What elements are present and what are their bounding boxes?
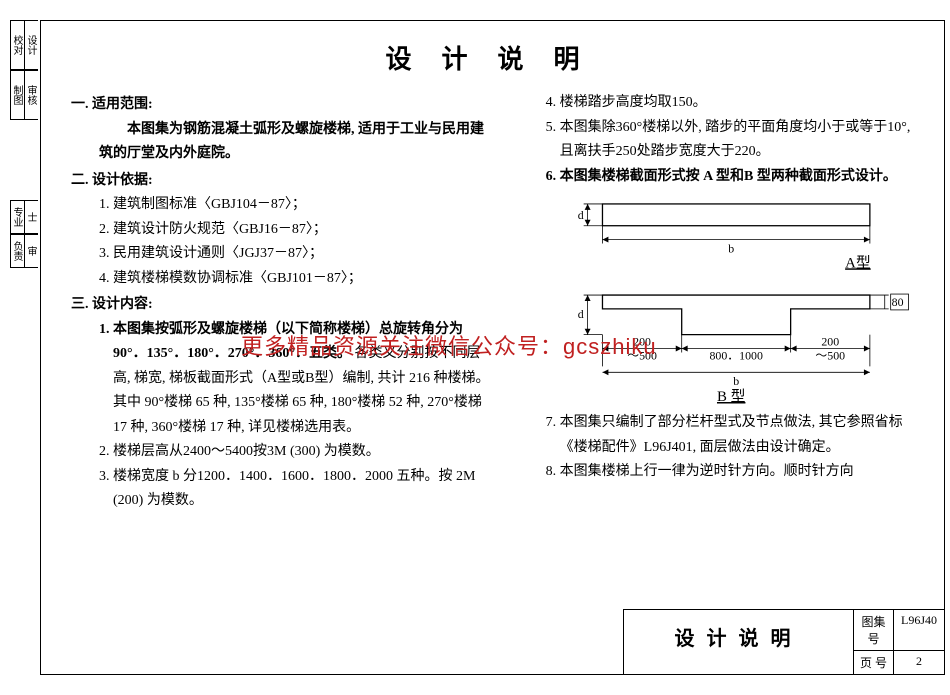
section-2-list: 1. 建筑制图标准〈GBJ104－87〉； 2. 建筑设计防火规范〈GBJ16－… [71,193,498,291]
margin-cell: 审核 [24,70,38,120]
left-column: 一. 适用范围: 本图集为钢筋混凝土弧形及螺旋楼梯, 适用于工业与民用建筑的厅堂… [71,91,498,514]
page-number-value: 2 [894,651,944,674]
section-1-body: 本图集为钢筋混凝土弧形及螺旋楼梯, 适用于工业与民用建筑的厅堂及内外庭院。 [71,118,498,167]
page-number-label: 页 号 [854,651,894,674]
list-item: 8. 本图集楼梯上行一律为逆时针方向。顺时针方向 [546,460,924,485]
title-block-row: 图集号 L96J40 [854,610,944,651]
title-block-right: 图集号 L96J40 页 号 2 [854,610,944,674]
title-block: 设计说明 图集号 L96J40 页 号 2 [623,609,945,675]
dim-d-a: d [577,208,583,222]
margin-cell: 审 [24,234,38,268]
list-item: 7. 本图集只编制了部分栏杆型式及节点做法, 其它参照省标《楼梯配件》L96J4… [546,411,924,460]
section-1-heading: 一. 适用范围: [71,93,498,118]
list-item: 2. 楼梯层高从2400～5400按3M (300) 为模数。 [99,440,498,465]
cross-section-diagram: d b A型 d [548,195,924,405]
list-item: 5. 本图集除360°楼梯以外, 踏步的平面角度均小于或等于10°, 且离扶手2… [546,116,924,165]
section-2-heading: 二. 设计依据: [71,169,498,194]
dim-b-a: b [728,241,734,255]
type-a-label: A型 [845,254,871,271]
drawing-set-label: 图集号 [854,610,894,650]
page-title: 设计说明 [71,39,924,76]
section-3-heading: 三. 设计内容: [71,293,498,318]
right-list-2: 7. 本图集只编制了部分栏杆型式及节点做法, 其它参照省标《楼梯配件》L96J4… [518,411,924,485]
right-list: 4. 楼梯踏步高度均取150。 5. 本图集除360°楼梯以外, 踏步的平面角度… [518,91,924,189]
left-margin-column: 校对 设计 制图 审核 专业 士 负责 审 [10,20,38,675]
list-item: 3. 楼梯宽度 b 分1200．1400．1600．1800．2000 五种。按… [99,465,498,514]
watermark-text: 更多精品资源关注微信公众号：gcszhiku [241,329,657,361]
list-item: 6. 本图集楼梯截面形式按 A 型和B 型两种截面形式设计。 [546,165,924,190]
dim-80: 80 [891,295,903,309]
list-item: 3. 民用建筑设计通则〈JGJ37－87〉； [99,242,498,267]
list-item: 1. 建筑制图标准〈GBJ104－87〉； [99,193,498,218]
list-item: 4. 建筑楼梯模数协调标准〈GBJ101－87〉； [99,267,498,292]
dim-d-b: d [577,307,583,321]
dim-500-r: ～500 [815,348,845,362]
type-b-label: B 型 [717,388,746,405]
margin-cell: 负责 [10,234,24,268]
title-block-title: 设计说明 [624,610,854,674]
margin-cell: 校对 [10,20,24,70]
list-item: 4. 楼梯踏步高度均取150。 [546,91,924,116]
margin-cell: 设计 [24,20,38,70]
dim-mid: 800．1000 [709,348,762,362]
margin-cell: 专业 [10,200,24,234]
list-item: 2. 建筑设计防火规范〈GBJ16－87〉； [99,218,498,243]
dim-b-b: b [733,374,739,388]
margin-cell: 士 [24,200,38,234]
right-column: 4. 楼梯踏步高度均取150。 5. 本图集除360°楼梯以外, 踏步的平面角度… [518,91,924,514]
title-block-row: 页 号 2 [854,651,944,674]
drawing-set-value: L96J40 [894,610,944,650]
dim-200-r: 200 [821,335,839,349]
content-columns: 一. 适用范围: 本图集为钢筋混凝土弧形及螺旋楼梯, 适用于工业与民用建筑的厅堂… [71,91,924,514]
page-frame: 设计说明 更多精品资源关注微信公众号：gcszhiku 一. 适用范围: 本图集… [40,20,945,675]
margin-cell: 制图 [10,70,24,120]
